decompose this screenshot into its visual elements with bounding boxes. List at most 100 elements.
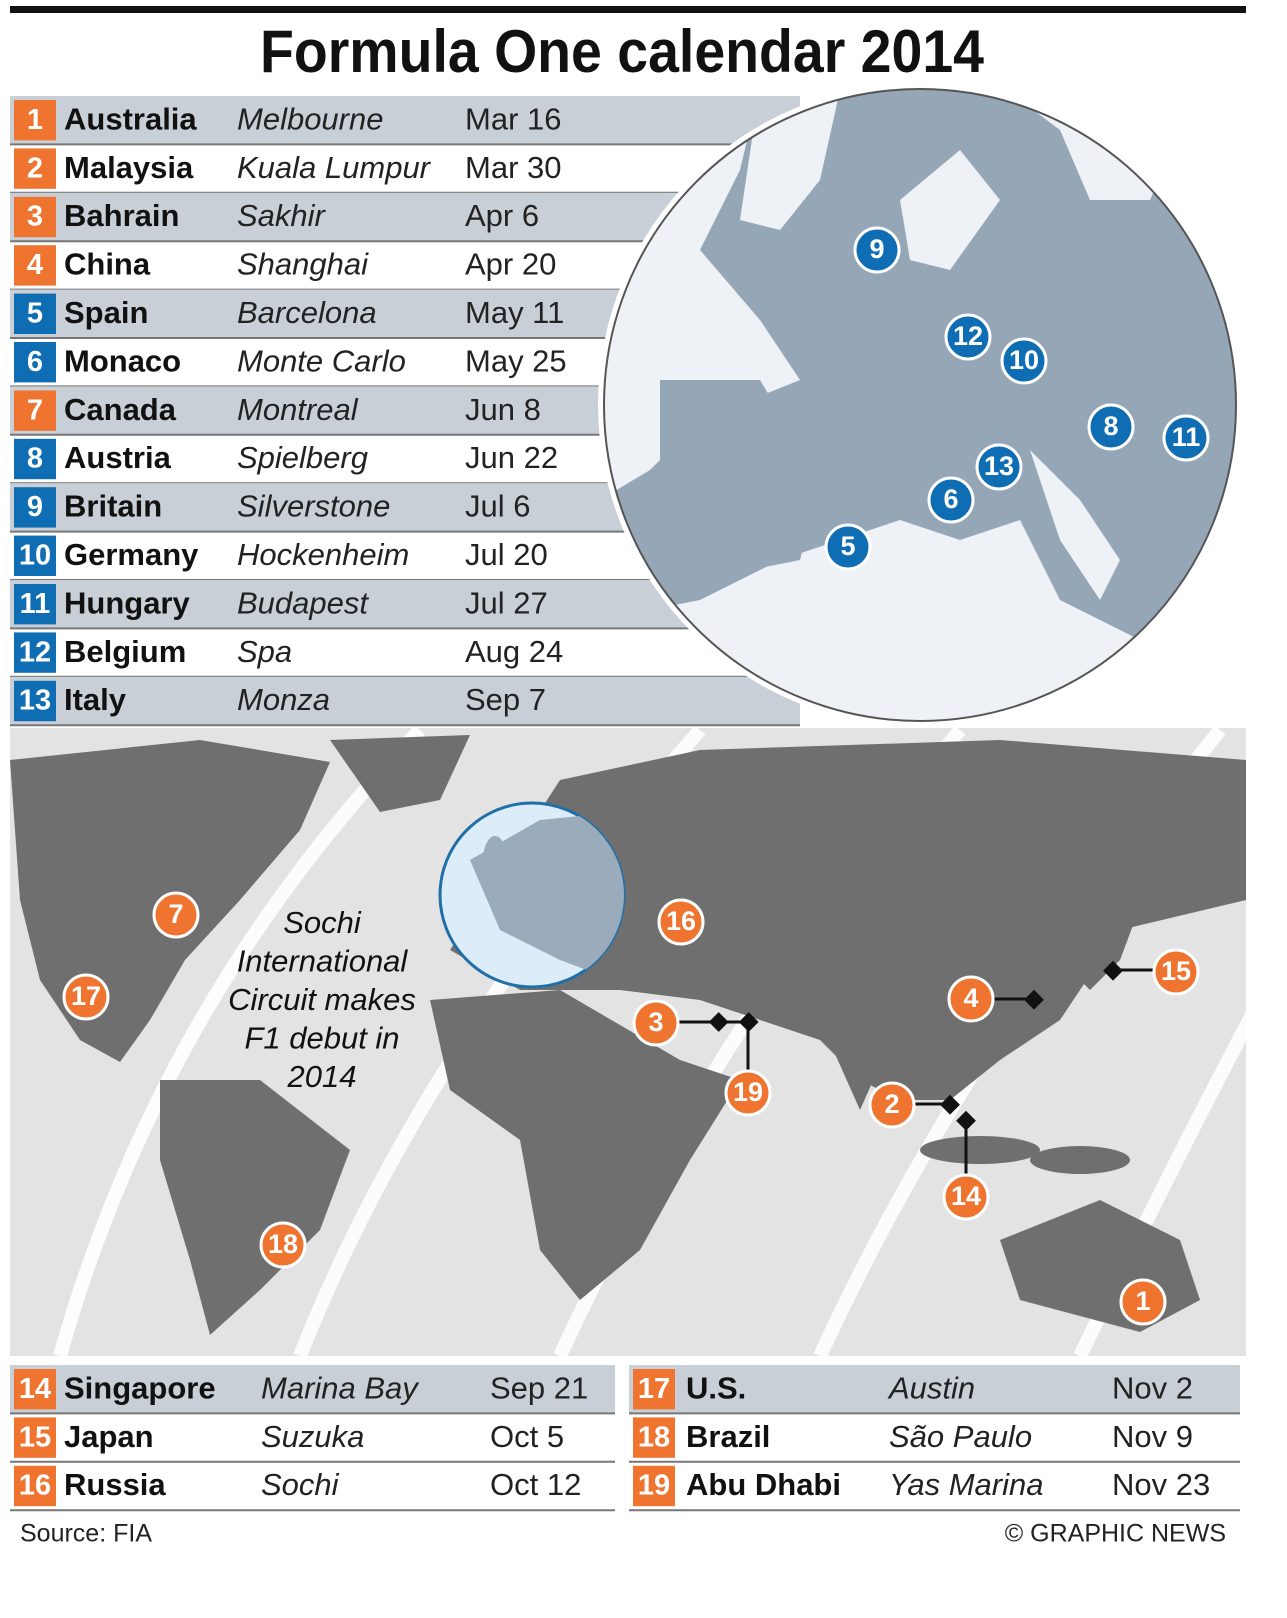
number-box bbox=[633, 1369, 675, 1410]
marker-label: 17 bbox=[71, 981, 101, 1011]
marker-label: 13 bbox=[984, 451, 1014, 481]
race-marker bbox=[942, 1173, 990, 1221]
circuit: Hockenheim bbox=[237, 537, 409, 572]
circuit: Silverstone bbox=[237, 489, 390, 524]
marker-label: 2 bbox=[884, 1089, 899, 1119]
annotation-line: Sochi bbox=[283, 905, 362, 940]
circuit: Marina Bay bbox=[261, 1370, 420, 1405]
date: Jul 6 bbox=[465, 489, 530, 524]
date: Sep 7 bbox=[465, 682, 546, 717]
marker-label: 10 bbox=[1009, 345, 1039, 375]
number-box bbox=[14, 100, 56, 141]
marker-label: 14 bbox=[951, 1181, 981, 1211]
circuit: Yas Marina bbox=[889, 1467, 1044, 1502]
date: Oct 12 bbox=[490, 1467, 581, 1502]
number-box bbox=[14, 1417, 56, 1458]
marker-label: 11 bbox=[1172, 422, 1201, 452]
number-box bbox=[14, 196, 56, 238]
source: Source: FIA bbox=[20, 1520, 152, 1548]
date: Jul 27 bbox=[465, 585, 548, 620]
marker-label: 19 bbox=[733, 1077, 763, 1107]
race-marker bbox=[1000, 337, 1048, 385]
circuit: Monza bbox=[237, 682, 330, 717]
number-box bbox=[633, 1465, 675, 1507]
marker-label: 12 bbox=[953, 321, 983, 351]
country: Belgium bbox=[64, 634, 186, 669]
circuit: Budapest bbox=[237, 585, 369, 620]
race-number: 3 bbox=[27, 201, 43, 233]
country: Italy bbox=[64, 682, 127, 717]
number-box bbox=[14, 632, 56, 673]
number-box bbox=[14, 487, 56, 528]
number-box bbox=[14, 245, 56, 286]
annotation-line: 2014 bbox=[287, 1059, 357, 1094]
race-number: 11 bbox=[20, 588, 51, 620]
circuit: Spa bbox=[237, 634, 292, 669]
circuit: São Paulo bbox=[889, 1419, 1032, 1454]
race-marker bbox=[62, 973, 110, 1021]
number-box bbox=[14, 342, 56, 383]
country: Brazil bbox=[686, 1419, 770, 1454]
number-box bbox=[633, 1417, 675, 1458]
country: U.S. bbox=[686, 1370, 746, 1405]
country: Hungary bbox=[64, 585, 191, 620]
marker-label: 1 bbox=[1135, 1286, 1150, 1316]
marker-label: 8 bbox=[1103, 411, 1118, 441]
date: Sep 21 bbox=[490, 1370, 588, 1405]
annotation-line: Circuit makes bbox=[228, 982, 416, 1017]
circuit: Austin bbox=[887, 1370, 975, 1405]
country: Singapore bbox=[64, 1370, 216, 1405]
date: Nov 2 bbox=[1112, 1370, 1193, 1405]
circuit: Spielberg bbox=[237, 440, 368, 475]
title: Formula One calendar 2014 bbox=[260, 18, 985, 85]
race-marker bbox=[853, 226, 901, 274]
row-shade bbox=[10, 96, 800, 145]
race-marker bbox=[259, 1221, 307, 1269]
circuit: Shanghai bbox=[237, 247, 369, 282]
number-box bbox=[14, 438, 56, 480]
race-number: 4 bbox=[27, 249, 43, 281]
country: Spain bbox=[64, 295, 148, 330]
world-map bbox=[10, 728, 1246, 1356]
number-box bbox=[14, 390, 56, 431]
race-marker bbox=[152, 891, 200, 939]
race-marker bbox=[1152, 948, 1200, 996]
race-number: 16 bbox=[19, 1470, 51, 1502]
date: May 11 bbox=[465, 295, 564, 330]
number-box bbox=[14, 293, 56, 334]
annotation-line: International bbox=[237, 944, 409, 979]
row-shade bbox=[629, 1365, 1240, 1414]
race-marker bbox=[824, 523, 872, 571]
marker-label: 7 bbox=[168, 899, 183, 929]
date: Jul 20 bbox=[465, 537, 548, 572]
country: Bahrain bbox=[64, 198, 179, 233]
row-shade bbox=[10, 1365, 615, 1414]
marker-label: 3 bbox=[648, 1007, 663, 1037]
race-number: 17 bbox=[638, 1373, 670, 1405]
race-marker bbox=[868, 1081, 916, 1129]
marker-label: 6 bbox=[943, 484, 958, 514]
country: Britain bbox=[64, 489, 162, 524]
race-number: 13 bbox=[19, 685, 51, 717]
circuit: Monte Carlo bbox=[237, 343, 406, 378]
country: Abu Dhabi bbox=[686, 1467, 841, 1502]
date: Mar 16 bbox=[465, 101, 561, 136]
race-marker bbox=[657, 898, 705, 946]
circuit: Suzuka bbox=[261, 1419, 364, 1454]
number-box bbox=[14, 1369, 56, 1410]
race-number: 10 bbox=[19, 539, 51, 571]
race-marker bbox=[1087, 403, 1135, 451]
circuit: Kuala Lumpur bbox=[237, 150, 432, 185]
race-number: 2 bbox=[27, 152, 43, 184]
race-number: 15 bbox=[19, 1421, 51, 1453]
date: Oct 5 bbox=[490, 1419, 564, 1454]
credit: © GRAPHIC NEWS bbox=[1005, 1520, 1226, 1548]
date: Mar 30 bbox=[465, 150, 561, 185]
europe-map bbox=[598, 83, 1242, 727]
race-number: 14 bbox=[19, 1373, 51, 1405]
bottom-tables: 14 Singapore Marina Bay Sep 21 15 Japan Suzuka… bbox=[10, 1365, 1240, 1512]
annotation-line: F1 debut in bbox=[244, 1021, 399, 1056]
